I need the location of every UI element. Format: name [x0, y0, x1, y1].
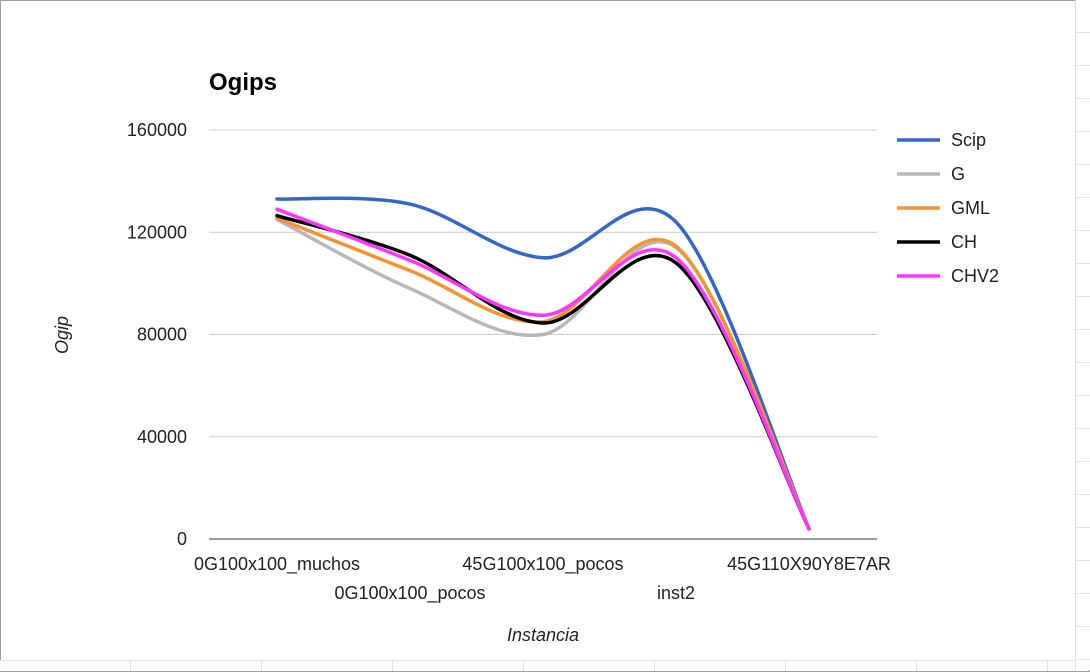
- gridlines: [209, 129, 877, 438]
- series-line-scip: [275, 196, 811, 531]
- legend-item-g[interactable]: G: [897, 164, 965, 184]
- x-axis-title: Instancia: [507, 625, 579, 645]
- y-tick-label: 80000: [137, 325, 187, 345]
- legend-label: G: [951, 164, 965, 184]
- sheet-grid-right: [1075, 0, 1090, 670]
- y-tick-label: 0: [177, 529, 187, 549]
- series-line-g: [275, 217, 811, 531]
- y-tick-label: 120000: [127, 222, 187, 242]
- legend-label: Scip: [951, 130, 986, 150]
- chart-title: Ogips: [209, 69, 277, 96]
- legend-label: CHV2: [951, 266, 999, 286]
- series-line-gml: [275, 216, 811, 531]
- y-tick-label: 40000: [137, 427, 187, 447]
- y-tick-label: 160000: [127, 120, 187, 140]
- x-axis-ticks: 0G100x100_muchos 0G100x100_pocos 45G100x10…: [194, 554, 891, 604]
- x-tick-label: 45G100x100_pocos: [462, 554, 623, 575]
- legend-item-scip[interactable]: Scip: [897, 130, 986, 150]
- y-axis-ticks: 0 40000 80000 120000 160000: [127, 120, 187, 549]
- legend-label: GML: [951, 198, 990, 218]
- legend-label: CH: [951, 232, 977, 252]
- sheet-grid-bottom: [0, 660, 1075, 671]
- series-line-chv2: [275, 207, 811, 531]
- legend-item-gml[interactable]: GML: [897, 198, 990, 218]
- x-tick-label: 0G100x100_muchos: [194, 554, 360, 575]
- x-tick-label: 0G100x100_pocos: [334, 583, 485, 604]
- legend-item-ch[interactable]: CH: [897, 232, 977, 252]
- x-tick-label: inst2: [657, 583, 695, 603]
- series-lines: [275, 196, 811, 531]
- legend-item-chv2[interactable]: CHV2: [897, 266, 999, 286]
- x-tick-label: 45G110X90Y8E7AR: [727, 554, 891, 574]
- legend[interactable]: Scip G GML CH CHV2: [897, 130, 999, 286]
- y-axis-title: Ogip: [52, 316, 72, 354]
